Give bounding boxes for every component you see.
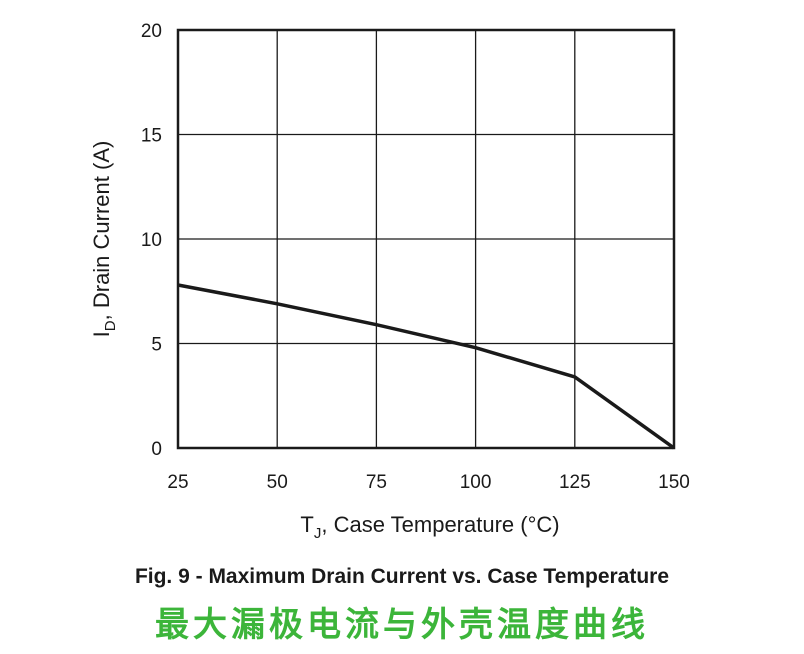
x-tick-label: 150 (658, 472, 690, 493)
y-tick-label: 15 (141, 126, 162, 147)
series-points (177, 284, 675, 449)
x-tick-label: 25 (167, 472, 188, 493)
y-tick-label: 0 (151, 439, 162, 460)
plot-frame (176, 28, 676, 450)
x-tick-labels: 25 50 75 100 125 150 (167, 472, 689, 493)
x-tick-label: 100 (460, 472, 492, 493)
x-axis-label: TJ, Case Temperature (°C) (300, 512, 559, 542)
chart: 0 5 10 15 20 25 50 75 100 125 150 TJ, Case Temper… (89, 21, 690, 542)
grid (177, 29, 675, 449)
y-axis-label: ID, Drain Current (A) (89, 141, 119, 338)
chinese-caption: 最大漏极电流与外壳温度曲线 (155, 605, 649, 645)
x-tick-label: 125 (559, 472, 591, 493)
figure-caption: Fig. 9 - Maximum Drain Current vs. Case … (134, 565, 670, 588)
y-tick-label: 5 (151, 335, 162, 356)
y-tick-label: 20 (141, 21, 162, 42)
x-tick-label: 75 (366, 472, 387, 493)
series-line (177, 283, 676, 450)
y-tick-label: 10 (141, 230, 162, 251)
x-tick-label: 50 (267, 472, 288, 493)
y-tick-labels: 0 5 10 15 20 (141, 21, 162, 460)
